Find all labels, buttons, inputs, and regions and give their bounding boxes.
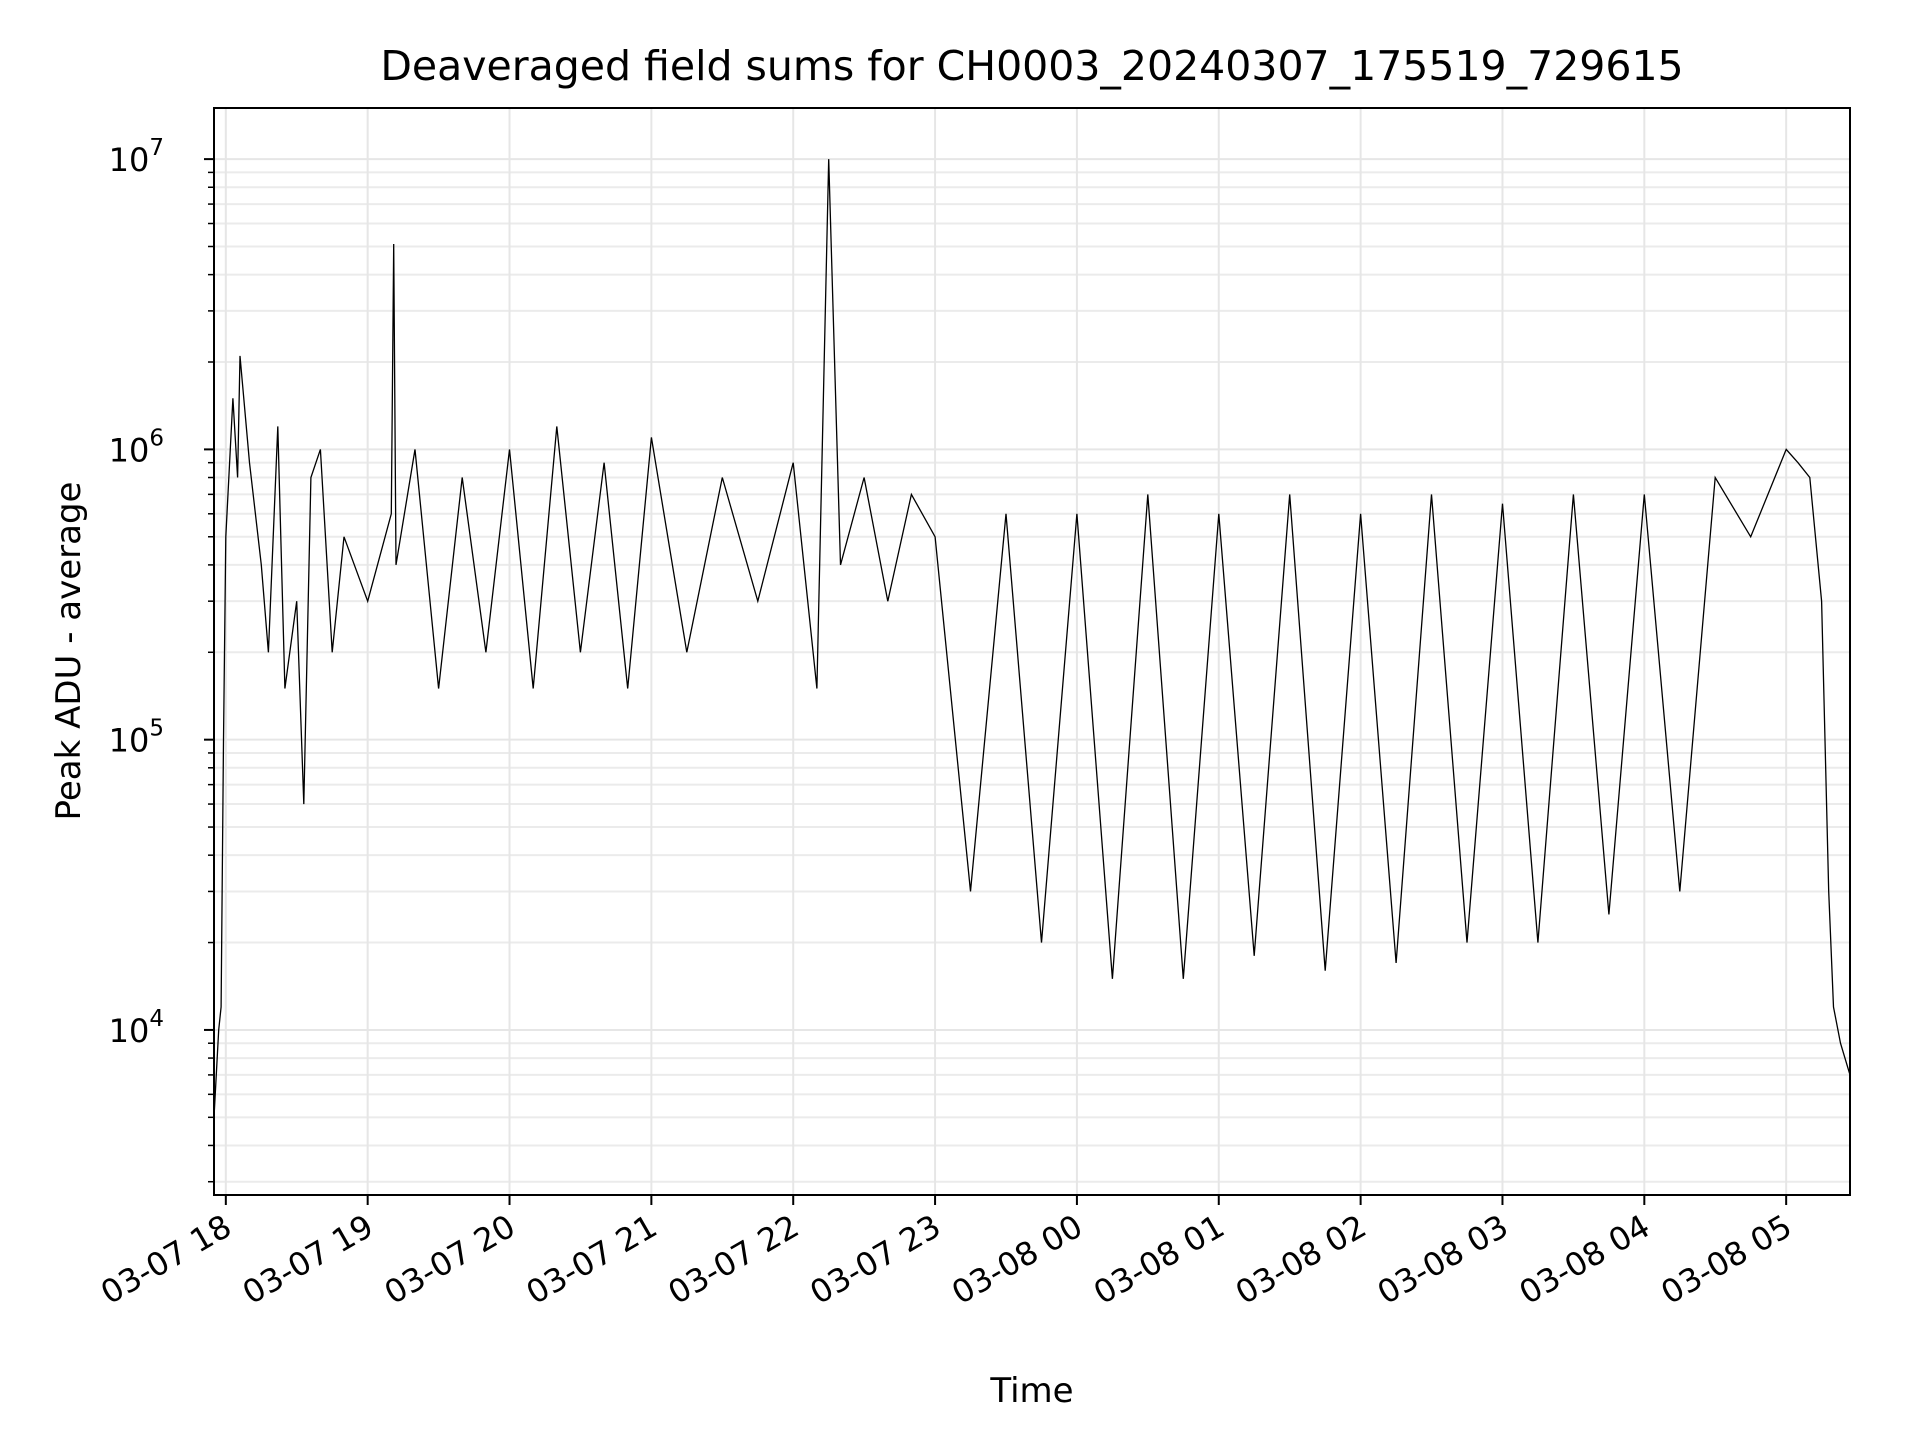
y-tick-label: 104 [109, 1006, 164, 1050]
x-axis-label: Time [989, 1371, 1073, 1411]
grid-major [214, 108, 1850, 1195]
y-tick-label: 105 [109, 716, 164, 760]
y-tick-label: 106 [109, 425, 164, 469]
plot-frame [213, 107, 1851, 1196]
y-tick-label: 107 [109, 135, 164, 179]
y-axis-label: Peak ADU - average [49, 482, 89, 821]
series-line-peak-adu [213, 159, 1851, 1118]
chart-title: Deaveraged field sums for CH0003_2024030… [380, 42, 1683, 90]
series-layer [213, 159, 1851, 1118]
y-axis: 104 105 106 107 [109, 135, 214, 1183]
